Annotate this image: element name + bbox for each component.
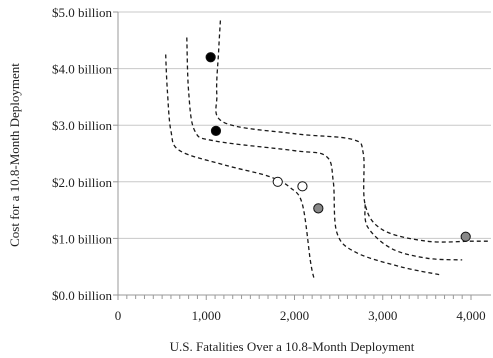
y-tick-label: $0.0 billion [52, 288, 112, 303]
tick-labels: $0.0 billion $1.0 billion $2.0 billion $3.0… [52, 5, 486, 323]
dashed-curve [186, 37, 440, 276]
y-tick-label: $5.0 billion [52, 5, 112, 20]
dashed-curve [364, 204, 463, 261]
data-point-filled-gray [460, 231, 471, 242]
y-tick-label: $3.0 billion [52, 118, 112, 133]
dashed-curves [165, 20, 489, 279]
dashed-curve [165, 54, 315, 279]
data-point-filled-gray [313, 203, 324, 214]
y-axis-title: Cost for a 10.8-Month Deployment [7, 63, 22, 247]
x-axis-title: U.S. Fatalities Over a 10.8-Month Deploy… [170, 339, 415, 354]
x-tick-label: 3,000 [368, 308, 397, 323]
data-point-filled-black [205, 52, 216, 63]
data-point-open-white [297, 181, 308, 192]
data-point-filled-black [210, 125, 222, 136]
dashed-curve [215, 20, 489, 243]
data-points [205, 52, 471, 242]
grid-lines [118, 11, 491, 239]
x-tick-label: 2,000 [280, 308, 309, 323]
x-tick-label: 1,000 [192, 308, 221, 323]
axes [113, 11, 491, 300]
y-tick-label: $2.0 billion [52, 175, 112, 190]
x-tick-label: 4,000 [456, 308, 485, 323]
x-tick-label: 0 [115, 308, 122, 323]
data-point-open-white [272, 176, 283, 187]
y-tick-label: $4.0 billion [52, 62, 112, 77]
y-tick-label: $1.0 billion [52, 231, 112, 246]
